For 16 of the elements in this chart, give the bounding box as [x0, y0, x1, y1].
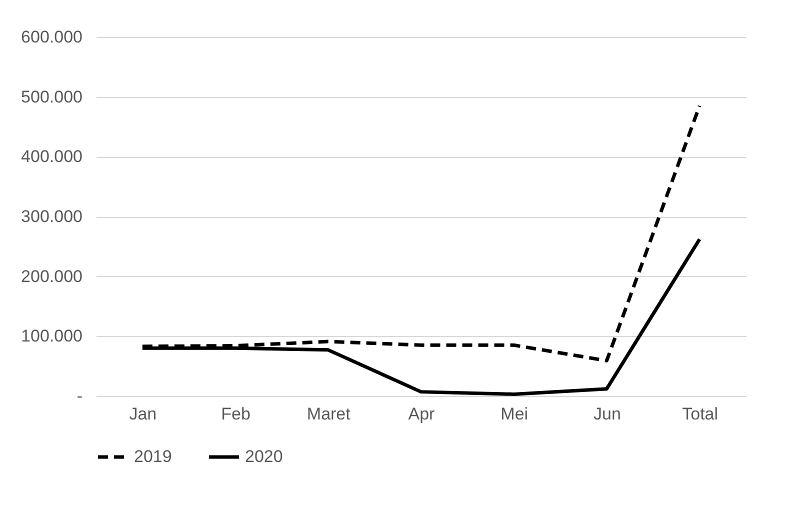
x-tick-label: Jan: [129, 404, 157, 424]
y-tick-label: 100.000: [21, 326, 82, 346]
y-tick-label: 200.000: [21, 266, 82, 286]
x-tick-label: Total: [682, 404, 718, 424]
y-tick-label: 300.000: [21, 207, 82, 226]
y-tick-label: -: [76, 386, 82, 406]
x-tick-label: Mei: [500, 404, 528, 424]
legend-label: 2019: [134, 447, 172, 466]
x-tick-label: Feb: [221, 404, 250, 424]
x-tick-label: Jun: [594, 404, 621, 424]
x-tick-label: Apr: [408, 404, 436, 424]
y-tick-label: 400.000: [21, 147, 82, 166]
y-tick-label: 600.000: [21, 28, 82, 46]
x-tick-label: Maret: [306, 404, 351, 424]
legend-label: 2020: [245, 447, 283, 466]
y-tick-label: 500.000: [21, 87, 82, 106]
